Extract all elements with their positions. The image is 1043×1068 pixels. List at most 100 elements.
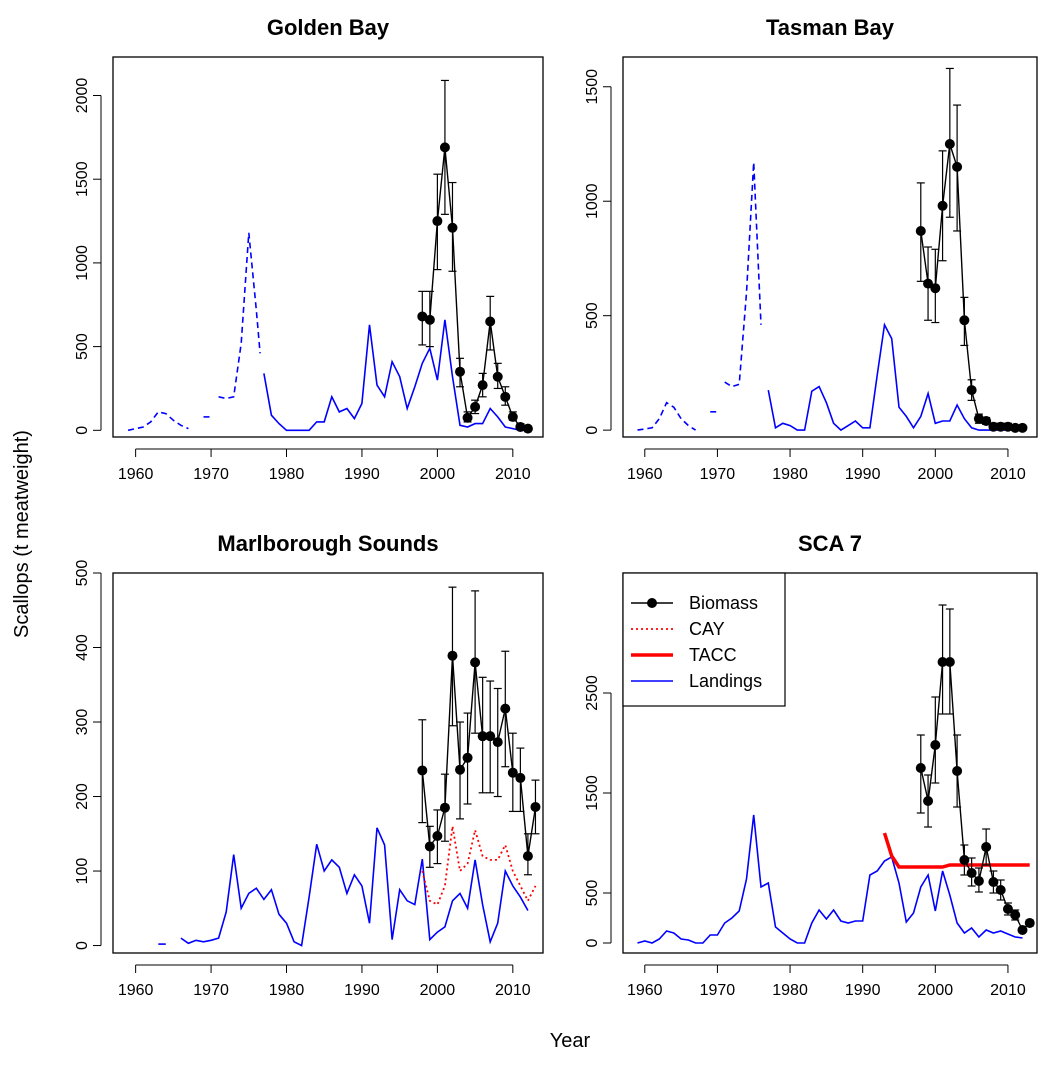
plot-area <box>637 604 1035 944</box>
biomass-point <box>995 885 1006 895</box>
biomass-point <box>944 657 955 667</box>
biomass-point <box>477 380 488 391</box>
plot-area <box>637 67 1028 433</box>
landings-line <box>637 814 1023 944</box>
x-tick-label: 2010 <box>495 982 531 999</box>
biomass-point <box>477 731 488 742</box>
biomass-point <box>455 366 466 377</box>
biomass-point <box>966 868 977 878</box>
landings-dashed-line <box>724 162 762 388</box>
legend-label: TACC <box>689 645 737 665</box>
x-tick-label: 1990 <box>845 982 881 999</box>
x-tick-label: 1960 <box>627 982 663 999</box>
biomass-point <box>424 314 435 325</box>
figure-xlabel: Year <box>550 1030 591 1052</box>
x-tick-label: 2000 <box>918 982 954 999</box>
biomass-point <box>973 876 984 886</box>
x-tick-label: 2000 <box>918 466 954 483</box>
biomass-point <box>515 421 526 432</box>
x-tick-label: 1960 <box>627 466 663 483</box>
biomass-point <box>923 796 934 806</box>
y-tick-label: 200 <box>74 783 91 810</box>
plot-area <box>127 79 533 434</box>
y-tick-label: 400 <box>74 634 91 661</box>
x-tick-label: 1990 <box>344 982 380 999</box>
biomass-point <box>966 385 977 396</box>
y-tick-label: 500 <box>584 302 601 329</box>
biomass-point <box>988 421 999 432</box>
tacc-line <box>882 832 1030 869</box>
biomass-point <box>470 401 481 412</box>
biomass-line <box>920 661 1031 932</box>
biomass-point <box>485 316 496 327</box>
biomass-point <box>1010 910 1021 920</box>
biomass-point <box>959 315 970 326</box>
panel-title: Tasman Bay <box>766 15 895 40</box>
x-tick-label: 1970 <box>700 982 736 999</box>
panel-1: Tasman Bay 1960 1970 1980 1990 2000 2010 0 500 10… <box>584 15 1038 483</box>
biomass-point <box>952 161 963 172</box>
x-tick-label: 1960 <box>118 466 154 483</box>
biomass-point <box>1002 904 1013 914</box>
biomass-point <box>500 703 511 714</box>
biomass-point <box>923 278 934 289</box>
x-tick-label: 1980 <box>269 982 305 999</box>
biomass-point <box>447 222 458 233</box>
biomass-point <box>432 831 443 842</box>
x-tick-label: 1970 <box>193 466 229 483</box>
landings-line <box>767 322 1023 432</box>
biomass-point <box>439 142 450 153</box>
y-tick-label: 1500 <box>74 161 91 197</box>
biomass-line <box>422 147 529 430</box>
landings-dashed-line <box>637 401 697 431</box>
x-tick-label: 2010 <box>990 466 1026 483</box>
biomass-point <box>988 877 999 887</box>
biomass-point <box>492 371 503 382</box>
panel-0: Golden Bay 1960 1970 1980 1990 2000 2010 0 500 10… <box>74 15 544 483</box>
biomass-point <box>522 851 533 862</box>
biomass-point <box>1024 918 1035 928</box>
x-tick-label: 1980 <box>772 982 808 999</box>
x-tick-label: 1970 <box>193 982 229 999</box>
plot-frame <box>622 56 1038 438</box>
x-tick-label: 1990 <box>344 466 380 483</box>
plot-frame <box>112 572 544 954</box>
x-tick-label: 1980 <box>269 466 305 483</box>
biomass-point <box>417 311 428 322</box>
biomass-point <box>455 764 466 775</box>
x-tick-label: 2010 <box>990 982 1026 999</box>
x-tick-label: 1980 <box>772 466 808 483</box>
plot-area <box>158 586 541 947</box>
landings-dashed-line <box>218 232 261 400</box>
biomass-point <box>915 225 926 236</box>
y-tick-label: 100 <box>74 858 91 885</box>
y-tick-label: 0 <box>74 941 91 950</box>
biomass-point <box>417 765 428 776</box>
x-tick-label: 2000 <box>420 466 456 483</box>
panel-title: SCA 7 <box>798 531 862 556</box>
panel-title: Golden Bay <box>267 15 390 40</box>
biomass-point <box>944 138 955 149</box>
biomass-point <box>522 423 533 434</box>
biomass-point <box>981 842 992 852</box>
y-tick-label: 2000 <box>74 78 91 114</box>
y-tick-label: 1500 <box>584 69 601 105</box>
biomass-point <box>1017 422 1028 433</box>
biomass-point <box>937 200 948 211</box>
x-tick-label: 1970 <box>700 466 736 483</box>
biomass-point <box>507 411 518 422</box>
landings-line <box>180 827 529 947</box>
x-tick-label: 1960 <box>118 982 154 999</box>
biomass-line <box>421 655 537 857</box>
legend-label: Biomass <box>689 593 758 613</box>
biomass-point <box>439 802 450 813</box>
landings-line <box>263 319 528 432</box>
biomass-point <box>500 391 511 402</box>
figure-ylabel: Scallops (t meatweight) <box>11 430 33 638</box>
legend-box <box>622 572 786 707</box>
y-tick-label: 0 <box>74 426 91 435</box>
biomass-point <box>492 737 503 748</box>
legend: Biomass CAY TACC Landings <box>622 572 786 707</box>
